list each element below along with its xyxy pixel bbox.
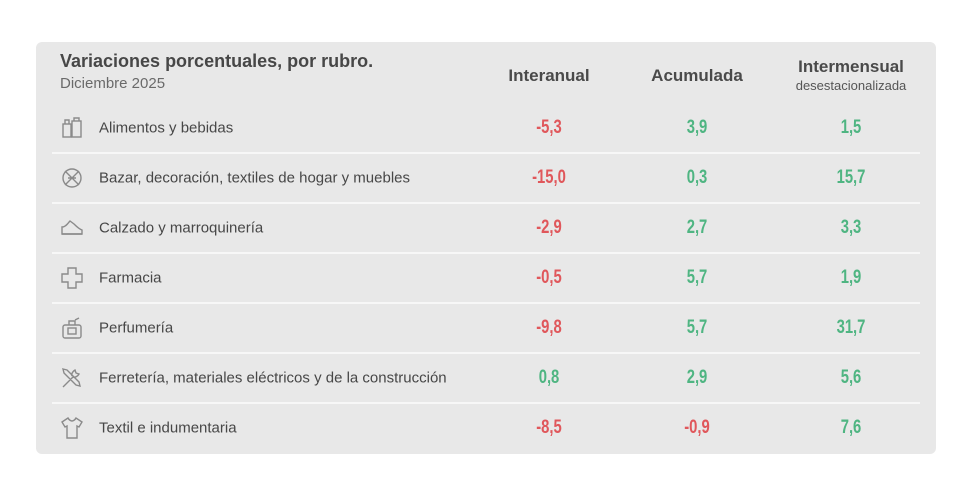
column-subheader: desestacionalizada [795, 78, 907, 93]
row-icon [62, 117, 82, 138]
value-cell: 7,6 [840, 417, 862, 438]
row-icon [62, 317, 82, 339]
row-separator [52, 252, 920, 254]
column-header: Intermensual [798, 57, 904, 76]
value-cell: -0,5 [536, 267, 562, 288]
row-label: Ferretería, materiales eléctricos y de l… [99, 369, 447, 387]
value-cell: 31,7 [836, 317, 866, 338]
row-separator [52, 202, 920, 204]
value-cell: 5,7 [686, 267, 708, 288]
value-cell: 3,9 [686, 117, 708, 138]
value-cell: 15,7 [836, 167, 866, 188]
row-icon [61, 220, 83, 235]
row-separator [52, 352, 920, 354]
row-label: Calzado y marroquinería [99, 219, 264, 237]
value-cell: -2,9 [536, 217, 562, 238]
row-separator [52, 302, 920, 304]
value-cell: 1,5 [840, 117, 862, 138]
row-icon [61, 416, 83, 439]
value-cell: 0,8 [538, 367, 560, 388]
value-cell: -15,0 [532, 167, 566, 188]
row-label: Farmacia [99, 269, 162, 287]
row-label: Bazar, decoración, textiles de hogar y m… [99, 169, 411, 187]
value-cell: -9,8 [536, 317, 562, 338]
value-cell: -8,5 [536, 417, 562, 438]
row-label: Perfumería [99, 319, 174, 337]
value-cell: 5,7 [686, 317, 708, 338]
value-cell: 0,3 [686, 167, 708, 188]
row-icon [62, 168, 82, 188]
value-cell: -0,9 [684, 417, 710, 438]
value-cell: 1,9 [840, 267, 862, 288]
column-header: Interanual [508, 66, 590, 85]
table-card: Variaciones porcentuales, por rubro. Dic… [36, 42, 936, 454]
table-subtitle: Diciembre 2025 [60, 75, 166, 92]
row-label: Alimentos y bebidas [99, 119, 234, 137]
value-cell: 2,9 [686, 367, 708, 388]
row-icon [61, 267, 83, 289]
value-cell: -5,3 [536, 117, 562, 138]
row-label: Textil e indumentaria [99, 419, 237, 437]
row-separator [52, 402, 920, 404]
row-separator [52, 152, 920, 154]
value-cell: 2,7 [686, 217, 708, 238]
row-icon [62, 368, 81, 388]
value-cell: 5,6 [840, 367, 862, 388]
value-cell: 3,3 [840, 217, 862, 238]
table-title: Variaciones porcentuales, por rubro. [60, 51, 374, 71]
column-header: Acumulada [651, 66, 743, 85]
